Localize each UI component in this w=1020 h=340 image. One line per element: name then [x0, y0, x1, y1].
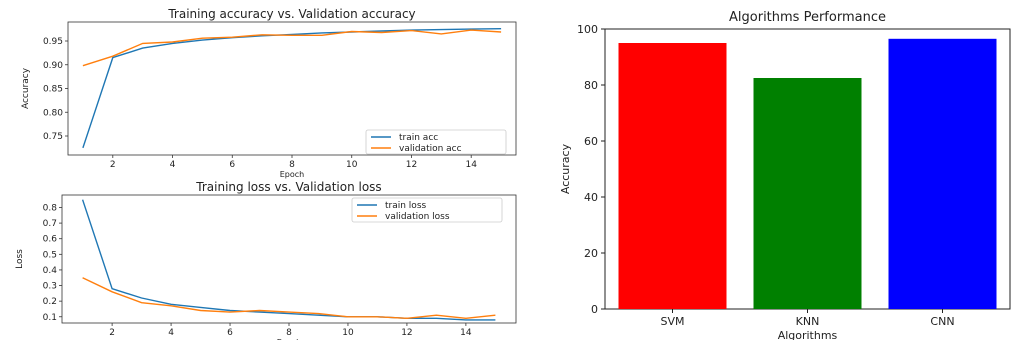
x-axis-label: Epoch: [277, 338, 302, 340]
chart-title: Algorithms Performance: [729, 10, 886, 25]
y-tick-label: 80: [584, 79, 598, 92]
bar-knn: [753, 78, 862, 309]
x-tick-label: 4: [168, 328, 174, 338]
series-line-1: [82, 28, 502, 149]
series-line-2: [82, 29, 502, 67]
y-tick-label: 40: [584, 191, 598, 204]
legend-label: validation acc: [399, 144, 462, 154]
series-line-1: [81, 199, 496, 321]
x-tick-label: 10: [346, 160, 358, 170]
chart-title: Training loss vs. Validation loss: [195, 180, 381, 194]
x-tick-label: 14: [465, 160, 477, 170]
line-chart-2: Training loss vs. Validation loss 2 4 6 8 10 1…: [15, 180, 517, 340]
y-tick-label: 0: [591, 303, 598, 316]
y-tick-label: 0.95: [43, 37, 63, 47]
y-tick-label: 0.6: [43, 235, 58, 245]
y-tick-label: 0.2: [43, 297, 57, 307]
legend-label: validation loss: [385, 212, 450, 222]
x-axis-label: Algorithms: [778, 329, 838, 340]
x-axis-label: Epoch: [280, 170, 305, 179]
y-axis-label: Accuracy: [21, 67, 31, 109]
y-tick-label: 0.3: [43, 282, 57, 292]
y-tick-label: 0.80: [43, 108, 63, 118]
y-tick-label: 0.75: [43, 132, 63, 142]
y-tick-label: 20: [584, 247, 598, 260]
y-tick-label: 0.4: [43, 266, 58, 276]
y-axis-label: Loss: [15, 249, 25, 269]
x-tick-label: 14: [460, 328, 472, 338]
y-tick-label: 0.5: [43, 250, 57, 260]
x-tick-label: SVM: [661, 315, 685, 328]
x-tick-label: 6: [227, 328, 233, 338]
legend-box: [365, 129, 507, 155]
legend-label: train loss: [385, 201, 427, 211]
x-tick-label: 8: [286, 328, 292, 338]
chart-title: Training accuracy vs. Validation accurac…: [167, 7, 415, 21]
y-tick-label: 60: [584, 135, 598, 148]
x-tick-label: 10: [342, 328, 354, 338]
legend-label: train acc: [399, 133, 438, 143]
bar-svm: [618, 43, 727, 309]
bar-cnn: [888, 38, 997, 310]
y-tick-label: 0.8: [43, 203, 58, 213]
y-axis-label: Accuracy: [559, 143, 572, 194]
bar-chart: Algorithms Performance 0 20 40 60 80 100 SVM KNN…: [559, 10, 1011, 340]
x-tick-label: 2: [109, 328, 115, 338]
x-tick-label: KNN: [796, 315, 820, 328]
y-tick-label: 0.1: [43, 313, 57, 323]
series-line-2: [82, 277, 496, 320]
x-tick-label: 12: [401, 328, 412, 338]
x-tick-label: 12: [406, 160, 417, 170]
x-tick-label: 8: [289, 160, 295, 170]
y-tick-label: 0.90: [43, 61, 63, 71]
y-tick-label: 100: [577, 23, 598, 36]
line-chart-1: Training accuracy vs. Validation accurac…: [21, 7, 517, 179]
x-tick-label: 2: [110, 160, 116, 170]
x-tick-label: 4: [170, 160, 176, 170]
y-tick-label: 0.85: [43, 85, 63, 95]
y-tick-label: 0.7: [43, 219, 57, 229]
x-tick-label: 6: [229, 160, 235, 170]
legend-box: [351, 197, 503, 223]
x-tick-label: CNN: [930, 315, 954, 328]
